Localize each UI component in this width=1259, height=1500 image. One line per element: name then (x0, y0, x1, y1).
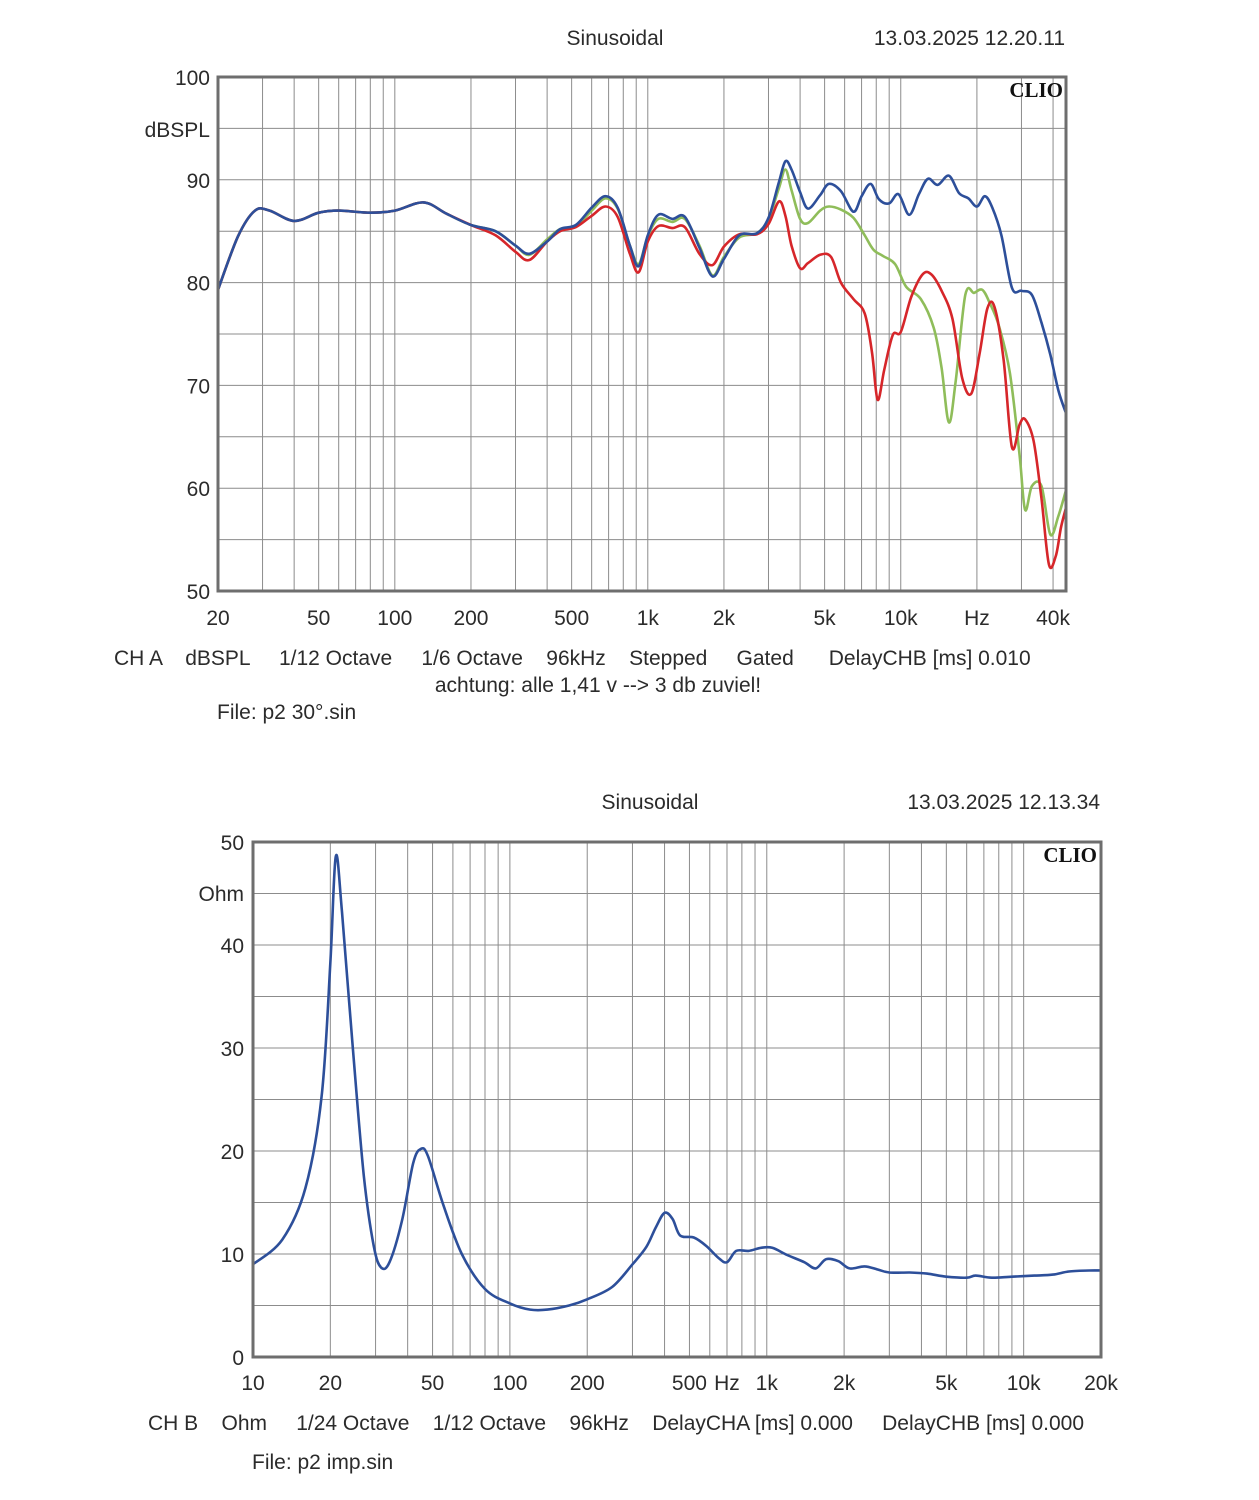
chart-timestamp: 13.03.2025 12.20.11 (874, 27, 1065, 50)
y-tick-label: 10 (221, 1244, 244, 1267)
x-tick-label: 40k (1036, 607, 1070, 630)
y-tick-label: 50 (221, 832, 244, 855)
y-tick-label: 50 (187, 581, 210, 604)
y-unit-label: dBSPL (145, 119, 210, 142)
info-line: CH A dBSPL 1/12 Octave 1/6 Octave 96kHz … (114, 647, 1031, 670)
y-tick-label: 100 (175, 67, 210, 90)
y-tick-label: 60 (187, 478, 210, 501)
x-tick-label: 20 (319, 1372, 342, 1395)
info-line: CH B Ohm 1/24 Octave 1/12 Octave 96kHz D… (148, 1412, 1084, 1435)
clio-logo: CLIO (1043, 843, 1097, 867)
impedance-chart: Sinusoidal 13.03.2025 12.13.34 CLIO 50 40… (148, 791, 1118, 1474)
plot-curves (218, 159, 1066, 570)
x-tick-label: 1k (756, 1372, 779, 1395)
x-tick-label: 2k (833, 1372, 856, 1395)
y-tick-labels: 100 90 80 70 60 50 (175, 67, 210, 604)
x-tick-label: 20k (1084, 1372, 1118, 1395)
x-tick-label: 200 (570, 1372, 605, 1395)
y-tick-label: 0 (232, 1347, 244, 1370)
x-tick-label: 200 (453, 607, 488, 630)
series-line-2 (218, 159, 1066, 415)
x-tick-label: 500 (554, 607, 589, 630)
grid (218, 77, 1066, 591)
x-tick-labels: 20 50 100 200 500 1k 2k 5k 10k Hz 40k (206, 607, 1070, 630)
series-line-0 (253, 853, 1101, 1312)
y-tick-label: 40 (221, 935, 244, 958)
file-line: File: p2 30°.sin (217, 701, 356, 724)
plot-frame (251, 840, 1103, 1359)
x-tick-labels: 10 20 50 100 200 500 Hz 1k 2k 5k 10k 20k (241, 1372, 1118, 1395)
x-tick-label: 10k (884, 607, 918, 630)
x-tick-label: 50 (421, 1372, 444, 1395)
y-tick-label: 90 (187, 170, 210, 193)
y-tick-label: 70 (187, 375, 210, 398)
x-tick-label: 5k (935, 1372, 958, 1395)
x-tick-label: 100 (377, 607, 412, 630)
x-tick-label: 50 (307, 607, 330, 630)
y-tick-labels: 50 40 30 20 10 0 (221, 832, 244, 1370)
chart-title: Sinusoidal (602, 791, 699, 814)
chart-timestamp: 13.03.2025 12.13.34 (907, 791, 1100, 814)
x-tick-label: 1k (637, 607, 660, 630)
x-tick-label: Hz (964, 607, 990, 630)
x-tick-label: 10k (1007, 1372, 1041, 1395)
grid (253, 842, 1101, 1357)
x-tick-label: 10 (241, 1372, 264, 1395)
x-tick-label: Hz (714, 1372, 740, 1395)
note-line: achtung: alle 1,41 v --> 3 db zuviel! (435, 674, 761, 697)
y-unit-label: Ohm (198, 883, 244, 906)
x-tick-label: 2k (713, 607, 736, 630)
x-tick-label: 20 (206, 607, 229, 630)
file-line: File: p2 imp.sin (252, 1451, 393, 1474)
x-tick-label: 500 (672, 1372, 707, 1395)
x-tick-label: 5k (814, 607, 837, 630)
x-tick-label: 100 (492, 1372, 527, 1395)
y-tick-label: 20 (221, 1141, 244, 1164)
plot-frame (216, 75, 1068, 593)
chart-title: Sinusoidal (567, 27, 664, 50)
y-tick-label: 80 (187, 273, 210, 296)
series-line-0 (218, 168, 1066, 537)
clio-logo: CLIO (1009, 78, 1063, 102)
plot-curves (253, 853, 1101, 1312)
frequency-response-chart: Sinusoidal 13.03.2025 12.20.11 CLIO 100 9… (114, 27, 1070, 724)
y-tick-label: 30 (221, 1038, 244, 1061)
